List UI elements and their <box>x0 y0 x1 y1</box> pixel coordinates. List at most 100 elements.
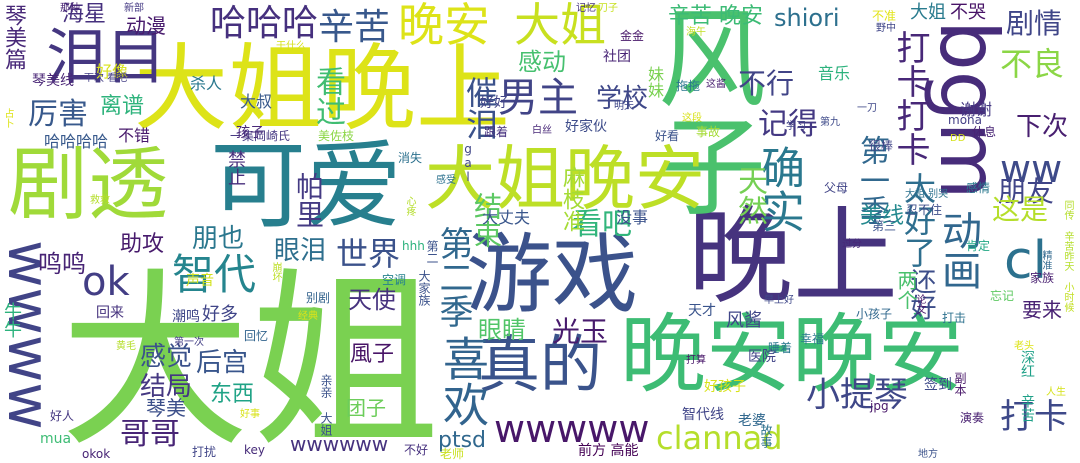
word: 黄毛 <box>116 341 136 352</box>
word: 潮鸣 <box>172 309 200 325</box>
word: 世界 <box>336 235 401 273</box>
word: mua <box>40 431 72 447</box>
word: 地方 <box>918 449 938 460</box>
word: 野中 <box>876 23 896 34</box>
word: 记忆 <box>576 3 596 14</box>
word: 第一次 <box>174 337 204 348</box>
word: 这是 <box>992 193 1049 226</box>
word: 新部 <box>124 3 144 14</box>
word: 大叔 <box>240 92 273 111</box>
word: 医院 <box>748 349 776 365</box>
word: 明天 <box>614 101 634 112</box>
word: 幸福 <box>800 332 825 346</box>
word: 经典 <box>298 311 318 322</box>
word: 回忆 <box>244 329 269 343</box>
word: 结局 <box>140 372 193 402</box>
word: 不好 <box>404 443 429 457</box>
word: 晚安 <box>398 0 490 52</box>
word: gal <box>461 142 475 184</box>
word: 忘记 <box>990 289 1015 303</box>
word: 早上好 <box>764 295 794 306</box>
word: 刀子 <box>598 3 618 14</box>
word: 天然 <box>732 165 767 225</box>
word: 打算 <box>686 355 706 366</box>
word: 剧透 <box>8 138 168 231</box>
word: 那种 <box>60 3 80 14</box>
word: 占卜 <box>2 108 13 128</box>
word: 同传 辛苦昨天 <box>1062 200 1073 271</box>
word: 打卡打卡 <box>890 30 930 166</box>
word: 小时候 <box>1062 282 1073 312</box>
word: ww <box>1000 147 1063 191</box>
word: 好孩子 <box>704 379 746 395</box>
word: 大姐 <box>514 0 606 52</box>
word: 风酱 <box>726 310 762 331</box>
word: hhh <box>402 239 425 253</box>
word: 动画 <box>935 210 981 290</box>
word: 空调 <box>382 273 407 287</box>
word: ptsd <box>438 428 487 453</box>
word: 牛牛 <box>1 302 22 338</box>
word: 小提琴 <box>806 375 908 415</box>
word: 深红 辛苦 <box>1019 350 1035 422</box>
word: 学校 <box>596 84 649 114</box>
word: 哥哥 <box>120 417 180 452</box>
word: 家族 <box>1030 271 1055 285</box>
word: 哈哈哈哈 <box>44 132 109 151</box>
word: 还好 <box>906 268 936 320</box>
word: 大家族 <box>417 270 431 306</box>
word: 大姐晚安 <box>425 138 705 220</box>
word: 眼睛 <box>478 316 526 344</box>
word: 肯定 <box>966 239 991 253</box>
word: wwwwww <box>290 432 389 456</box>
word: wwwww <box>494 407 650 451</box>
word: 好人 <box>50 409 75 423</box>
word: 天才 <box>688 303 716 319</box>
word: 白丝 <box>532 125 552 136</box>
word: 禁止 <box>225 150 246 186</box>
word: 亲亲 大姐 <box>319 374 333 436</box>
word: 眼泪 <box>274 236 327 266</box>
word: 一集岡崎氏 <box>230 129 291 143</box>
word: 人生 <box>1046 387 1066 398</box>
word: 休息 <box>972 125 997 139</box>
word: 打卡 <box>1000 397 1068 437</box>
word: 副本 <box>953 372 967 396</box>
word: 真的 <box>478 328 603 401</box>
word: key <box>244 443 266 457</box>
word: 大姐 <box>60 252 441 463</box>
word: 美佐枝 <box>318 129 355 143</box>
word: okok <box>82 447 111 461</box>
word: 这段 <box>682 113 702 124</box>
word: 朋也 <box>192 224 245 254</box>
word: 老头 <box>1014 341 1034 352</box>
word: shiori <box>774 4 840 32</box>
word: 第二季 <box>433 226 473 328</box>
word: 海星 <box>62 2 107 27</box>
word: 男主 <box>498 75 578 121</box>
word: wwww <box>0 240 63 430</box>
word: 鸣鸣 <box>38 250 86 278</box>
word: 金金 <box>620 29 645 43</box>
word: 喜欢 <box>436 335 490 427</box>
word: 朋友 <box>998 175 1055 208</box>
word: 琴美 <box>146 396 186 420</box>
word: 打扰 <box>192 445 217 459</box>
word: 签到 <box>924 377 952 393</box>
word: jpg <box>870 399 889 413</box>
word: 不良 <box>1000 45 1065 83</box>
word: 团子 <box>346 396 386 420</box>
word: cl <box>1004 231 1048 291</box>
word: 音乐 <box>818 64 851 83</box>
word: 演奏 <box>960 411 985 425</box>
word: 催泪 <box>461 76 499 140</box>
word: 回来 <box>96 305 124 321</box>
word: 感受 <box>436 175 456 186</box>
word: 杀人 <box>190 74 223 93</box>
word: 游戏 <box>466 225 638 325</box>
word: 孩子 <box>236 125 264 141</box>
word: 跟着 <box>484 125 509 139</box>
word: 忍不住 <box>906 203 943 217</box>
word: 美线 <box>860 204 905 229</box>
word: 智代线 <box>682 407 724 423</box>
